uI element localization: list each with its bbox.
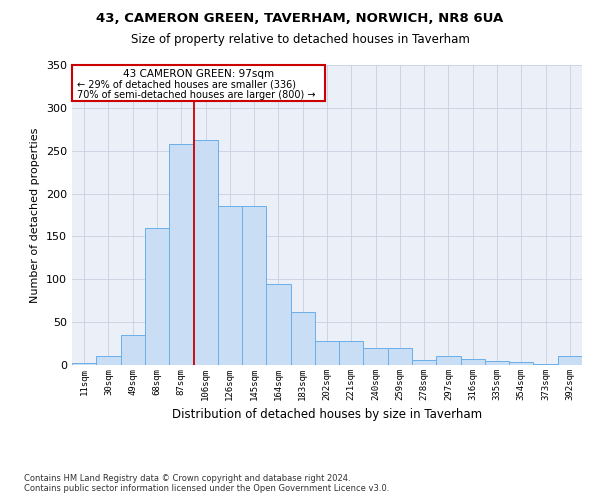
Text: Contains HM Land Registry data © Crown copyright and database right 2024.: Contains HM Land Registry data © Crown c… xyxy=(24,474,350,483)
Bar xyxy=(533,364,558,365)
Bar xyxy=(169,144,193,365)
Bar xyxy=(461,359,485,365)
Bar xyxy=(96,356,121,365)
X-axis label: Distribution of detached houses by size in Taverham: Distribution of detached houses by size … xyxy=(172,408,482,422)
Bar xyxy=(193,140,218,365)
Bar xyxy=(339,341,364,365)
Bar xyxy=(218,206,242,365)
Text: 70% of semi-detached houses are larger (800) →: 70% of semi-detached houses are larger (… xyxy=(77,90,316,100)
Text: 43 CAMERON GREEN: 97sqm: 43 CAMERON GREEN: 97sqm xyxy=(123,70,274,80)
Text: Size of property relative to detached houses in Taverham: Size of property relative to detached ho… xyxy=(131,32,469,46)
Bar xyxy=(509,362,533,365)
Bar xyxy=(558,356,582,365)
Bar xyxy=(412,360,436,365)
Bar xyxy=(121,335,145,365)
Bar xyxy=(72,364,96,365)
Bar xyxy=(364,348,388,365)
Bar xyxy=(145,228,169,365)
Text: Contains public sector information licensed under the Open Government Licence v3: Contains public sector information licen… xyxy=(24,484,389,493)
Bar xyxy=(436,356,461,365)
Bar xyxy=(290,312,315,365)
Bar xyxy=(388,348,412,365)
Text: ← 29% of detached houses are smaller (336): ← 29% of detached houses are smaller (33… xyxy=(77,80,296,90)
Bar xyxy=(266,284,290,365)
Bar xyxy=(485,360,509,365)
FancyBboxPatch shape xyxy=(73,65,325,101)
Y-axis label: Number of detached properties: Number of detached properties xyxy=(31,128,40,302)
Bar xyxy=(315,341,339,365)
Text: 43, CAMERON GREEN, TAVERHAM, NORWICH, NR8 6UA: 43, CAMERON GREEN, TAVERHAM, NORWICH, NR… xyxy=(97,12,503,26)
Bar xyxy=(242,206,266,365)
